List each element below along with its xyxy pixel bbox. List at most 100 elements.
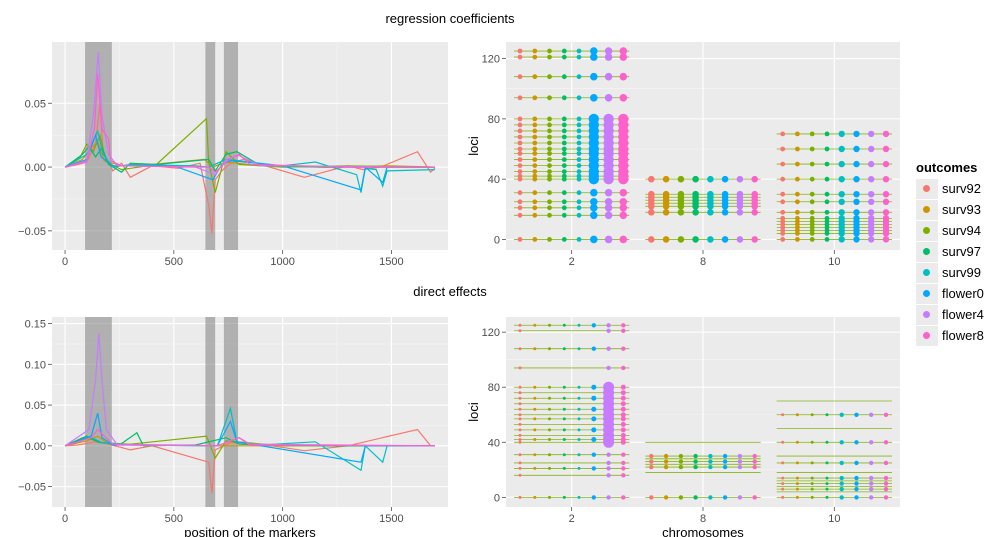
x-tick-label: 0 <box>62 513 68 525</box>
locus-dot-surv94 <box>678 459 684 464</box>
locus-dot-surv94 <box>678 453 684 459</box>
locus-dot-flower0 <box>854 412 859 417</box>
locus-dot-surv93 <box>533 417 537 421</box>
locus-dot-surv93 <box>532 169 538 175</box>
locus-dot-surv93 <box>533 407 537 411</box>
locus-dot-surv99 <box>839 486 844 492</box>
x-axis-label: chromosomes <box>662 525 744 537</box>
locus-dot-surv94 <box>677 209 685 216</box>
y-tick-label: −0.05 <box>18 226 46 238</box>
legend-label: surv93 <box>942 202 982 217</box>
y-tick-label: 80 <box>488 114 500 126</box>
locus-dot-surv93 <box>532 95 538 101</box>
shaded-region <box>205 42 216 250</box>
locus-dot-surv97 <box>825 476 829 480</box>
top-scatter-panel: 0 40 80 120 2 8 10 loci <box>466 42 900 268</box>
locus-dot-surv97 <box>562 323 566 327</box>
locus-dot-surv97 <box>561 151 567 156</box>
locus-dot-surv94 <box>548 495 551 499</box>
locus-dot-flower4 <box>869 481 874 486</box>
locus-dot-surv97 <box>562 466 566 470</box>
locus-dot-surv97 <box>561 140 567 146</box>
locus-dot-surv99 <box>839 440 844 445</box>
locus-dot-surv99 <box>707 236 714 243</box>
locus-dot-surv92 <box>517 146 523 152</box>
locus-dot-surv92 <box>518 407 522 411</box>
locus-dot-surv93 <box>532 134 538 140</box>
y-tick-label: 0.00 <box>25 441 46 453</box>
locus-dot-surv93 <box>795 199 800 205</box>
locus-dot-surv97 <box>562 438 566 441</box>
locus-dot-flower4 <box>869 495 874 500</box>
y-axis-label: loci <box>466 136 481 156</box>
locus-dot-surv92 <box>518 440 522 444</box>
locus-dot-surv92 <box>517 74 523 80</box>
locus-dot-flower4 <box>606 473 611 478</box>
locus-dot-flower4 <box>604 211 613 220</box>
locus-dot-surv93 <box>532 140 538 146</box>
locus-dot-flower4 <box>868 130 875 138</box>
bottom-line-panel: 0 500 1000 1500 −0.05 0.00 0.05 0.10 0.15 positio… <box>18 317 448 537</box>
locus-dot-surv92 <box>518 453 522 457</box>
y-tick-label: 120 <box>482 54 500 66</box>
locus-dot-flower4 <box>736 236 744 243</box>
locus-dot-surv92 <box>648 175 655 183</box>
legend-item-flower4: flower4 <box>916 304 984 325</box>
x-tick-label: 1000 <box>270 513 294 525</box>
locus-dot-surv99 <box>708 464 713 470</box>
locus-dot-flower8 <box>620 384 626 390</box>
locus-dot-surv94 <box>678 495 684 500</box>
locus-dot-surv97 <box>562 347 566 351</box>
locus-dot-surv92 <box>517 212 523 218</box>
locus-dot-surv93 <box>662 190 670 198</box>
legend-key <box>916 220 938 241</box>
locus-dot-surv92 <box>648 209 655 216</box>
locus-dot-surv97 <box>824 131 830 137</box>
locus-dot-surv97 <box>562 417 566 421</box>
locus-dot-surv97 <box>824 215 830 221</box>
locus-dot-surv93 <box>532 74 538 80</box>
locus-dot-surv94 <box>548 417 551 421</box>
locus-dot-flower8 <box>621 452 626 457</box>
y-tick-label: 120 <box>482 327 500 339</box>
locus-dot-surv99 <box>839 495 844 500</box>
locus-dot-surv93 <box>532 163 538 169</box>
locus-dot-surv94 <box>547 212 552 218</box>
locus-dot-surv94 <box>547 151 552 156</box>
locus-dot-surv94 <box>548 396 551 400</box>
locus-dot-surv97 <box>562 385 566 389</box>
locus-dot-flower0 <box>722 453 728 459</box>
locus-dot-flower4 <box>869 486 874 492</box>
locus-dot-flower8 <box>882 215 890 222</box>
locus-dot-flower8 <box>751 175 758 183</box>
locus-dot-flower8 <box>751 190 758 198</box>
locus-dot-surv93 <box>532 122 538 128</box>
locus-dot-flower4 <box>737 459 743 464</box>
locus-dot-flower4 <box>869 460 874 466</box>
locus-dot-surv92 <box>517 163 523 169</box>
locus-dot-surv93 <box>533 438 537 441</box>
locus-dot-flower0 <box>591 452 596 457</box>
locus-dot-surv93 <box>532 205 538 211</box>
locus-dot-surv94 <box>547 134 552 140</box>
locus-dot-flower4 <box>869 440 874 445</box>
legend-title: outcomes <box>916 160 978 175</box>
locus-dot-flower0 <box>722 495 728 500</box>
locus-dot-surv99 <box>577 323 581 327</box>
x-tick-label: 500 <box>165 513 183 525</box>
locus-dot-flower8 <box>751 236 758 243</box>
locus-dot-flower4 <box>868 198 875 205</box>
locus-dot-surv94 <box>677 190 685 198</box>
locus-dot-flower8 <box>620 437 626 442</box>
locus-dot-flower0 <box>853 209 860 216</box>
y-tick-label: 0.10 <box>25 359 46 371</box>
locus-dot-surv92 <box>517 205 523 211</box>
locus-dot-flower8 <box>621 495 626 500</box>
locus-dot-surv92 <box>780 176 786 182</box>
locus-dot-flower4 <box>868 191 875 198</box>
locus-dot-flower0 <box>853 160 860 168</box>
locus-dot-flower4 <box>606 495 611 500</box>
locus-dot-surv92 <box>781 482 785 486</box>
legend-item-surv93: surv93 <box>916 199 984 220</box>
locus-dot-surv94 <box>809 176 815 182</box>
